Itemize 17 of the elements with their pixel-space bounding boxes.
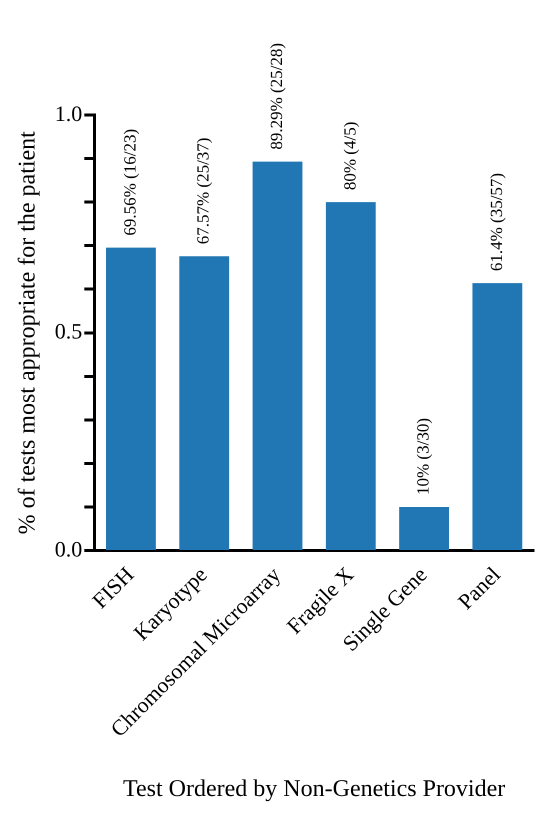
bar (106, 248, 156, 550)
y-tick-label: 0.0 (54, 536, 82, 562)
data-label: 61.4% (35/57) (486, 172, 506, 272)
bar (399, 506, 449, 550)
x-axis-title: Test Ordered by Non-Genetics Provider (123, 776, 506, 802)
data-label: 67.57% (25/37) (194, 138, 213, 244)
data-label: 89.29% (25/28) (266, 42, 286, 150)
bar (252, 162, 302, 550)
y-axis-title: % of tests most appropriate for the patient (14, 130, 41, 534)
bar (326, 202, 376, 550)
data-label: 69.56% (16/23) (120, 128, 140, 236)
y-tick-label: 1.0 (54, 100, 82, 126)
bar (179, 256, 230, 550)
data-label: 10% (3/30) (414, 418, 433, 495)
bar (472, 283, 522, 550)
data-label: 80% (4/5) (340, 122, 360, 190)
y-tick-label: 0.5 (54, 318, 82, 344)
